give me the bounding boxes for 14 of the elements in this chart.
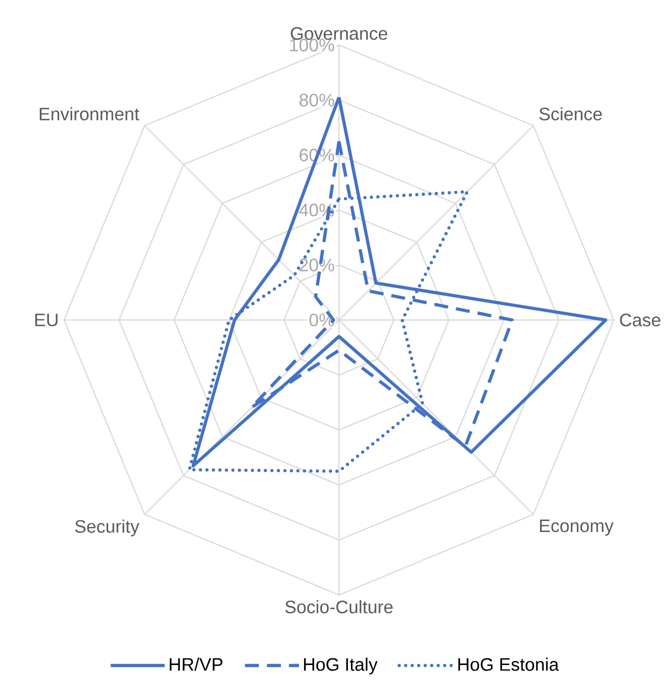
y-tick-label: 100% (290, 38, 334, 52)
spoke-label: Case (620, 314, 660, 326)
spoke-label: Governance (290, 27, 388, 40)
spoke-label: Science (539, 107, 602, 120)
spoke-label: Economy (540, 520, 614, 536)
spoke-label: Environment (40, 107, 140, 120)
spoke-label: EU (35, 314, 58, 326)
y-tick-label: 20% (300, 258, 334, 272)
legend-label: HoG Italy (304, 658, 378, 674)
legend-label: HoG Estonia (458, 658, 559, 671)
legend-label: HR/VP (170, 658, 222, 671)
y-tick-label: 80% (300, 94, 334, 106)
spoke-label: Socio-Culture (285, 600, 393, 614)
spoke-label: Security (75, 520, 140, 536)
